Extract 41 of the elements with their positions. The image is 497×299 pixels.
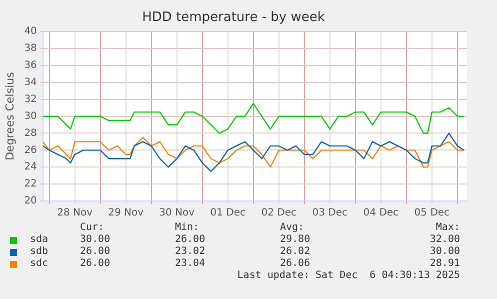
legend-label: sdc <box>30 258 50 270</box>
y-tick-label: 32 <box>24 94 37 105</box>
x-tick-label: 29 Nov <box>108 208 144 219</box>
y-tick-label: 28 <box>24 128 37 139</box>
text: Min: <box>175 222 200 234</box>
text: 28.91 <box>428 258 460 270</box>
text: 23.02 <box>175 246 206 258</box>
text: 26.02 <box>280 246 312 258</box>
text: 26.00 <box>175 234 206 246</box>
x-tick-label: 04 Dec <box>363 208 399 219</box>
x-tick-label: 30 Nov <box>159 208 195 219</box>
text: 23.04 <box>175 258 206 270</box>
text: 26.06 <box>280 258 312 270</box>
text: Max: <box>434 222 460 234</box>
x-tick-label: 28 Nov <box>57 208 93 219</box>
text: Last update: Sat Dec 6 04:30:13 2025 <box>236 270 460 282</box>
text: Cur: <box>80 222 106 234</box>
text: Avg: <box>280 222 306 234</box>
y-tick-label: 24 <box>24 162 37 173</box>
y-tick-label: 22 <box>24 178 37 190</box>
legend-label: sda <box>30 234 50 246</box>
y-tick-label: 36 <box>24 60 37 72</box>
text: 29.80 <box>280 234 312 246</box>
x-tick-label: 01 Dec <box>210 208 246 219</box>
y-tick-label: 34 <box>24 77 37 88</box>
y-tick-label: 40 <box>24 26 37 38</box>
chart-title: HDD temperature - by week <box>142 10 326 26</box>
y-tick-label: 26 <box>24 144 37 156</box>
text: 30.00 <box>80 234 112 246</box>
legend-label: sdb <box>30 246 50 258</box>
text: 26.00 <box>80 258 112 270</box>
text: 32.00 <box>428 234 460 246</box>
x-tick-label: 02 Dec <box>261 208 297 219</box>
x-tick-label: 05 Dec <box>414 208 450 219</box>
y-axis-title: Degrees Celsius <box>3 72 16 160</box>
y-tick-label: 30 <box>24 110 37 122</box>
text: 26.00 <box>80 246 112 258</box>
y-tick-label: 38 <box>24 43 37 54</box>
y-tick-label: 20 <box>24 196 37 207</box>
x-tick-label: 03 Dec <box>312 208 348 219</box>
text: 30.00 <box>428 246 460 258</box>
